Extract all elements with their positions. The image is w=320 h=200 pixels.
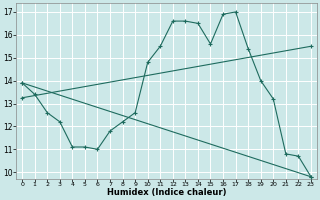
- X-axis label: Humidex (Indice chaleur): Humidex (Indice chaleur): [107, 188, 226, 197]
